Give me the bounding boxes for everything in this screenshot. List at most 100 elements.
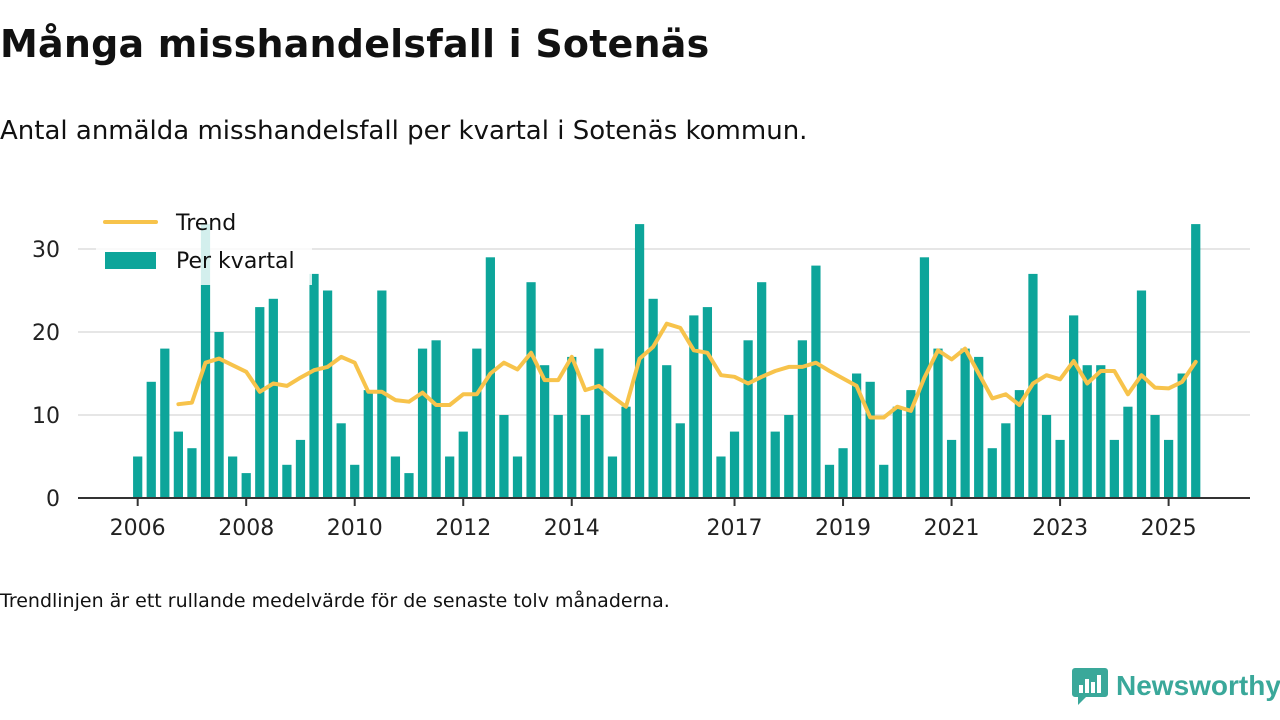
x-tick-label: 2006 [110, 516, 166, 541]
bar [770, 431, 780, 498]
bar [1123, 406, 1133, 498]
legend: Trend Per kvartal [96, 203, 312, 285]
x-tick-label: 2008 [218, 516, 274, 541]
legend-bar-swatch [105, 252, 156, 269]
bar [309, 273, 319, 498]
bar [350, 464, 360, 498]
bar [377, 290, 387, 498]
chart-title: Många misshandelsfall i Sotenäs [0, 22, 710, 66]
y-tick-label: 30 [32, 238, 60, 263]
bar [322, 290, 333, 498]
trend-line [176, 321, 1198, 420]
y-tick-label: 20 [32, 321, 60, 346]
legend-background [96, 203, 312, 285]
bar [553, 415, 563, 498]
bar [1163, 439, 1174, 498]
x-tick-label: 2023 [1032, 516, 1088, 541]
bar [1055, 439, 1065, 498]
bar [946, 439, 957, 498]
bar [729, 431, 740, 498]
bar [567, 356, 577, 498]
bar [485, 257, 495, 498]
bar [675, 423, 685, 498]
bar [892, 406, 902, 498]
bar [1041, 415, 1052, 498]
x-tick-label: 2021 [924, 516, 980, 541]
x-tick-label: 2017 [707, 516, 763, 541]
bar [1082, 365, 1092, 498]
bar [716, 456, 726, 498]
bar [879, 464, 889, 498]
bar [445, 456, 455, 498]
y-tick-label: 10 [32, 404, 60, 429]
bar [797, 340, 807, 498]
x-axis: 2006 2008 2010 2012 2014 2017 2019 2021 2023 2025 [78, 497, 1250, 541]
bar [336, 423, 346, 498]
bar [824, 464, 835, 498]
x-tick-label: 2010 [327, 516, 383, 541]
bar [594, 348, 604, 498]
newsworthy-icon [1072, 668, 1108, 705]
bar [241, 473, 251, 498]
bar [268, 298, 278, 498]
x-tick-label: 2025 [1141, 516, 1197, 541]
bar [472, 348, 482, 498]
bar [1177, 373, 1187, 498]
x-tick-label: 2019 [815, 516, 871, 541]
bar [363, 390, 373, 498]
bar [1014, 390, 1025, 498]
bar [1109, 439, 1119, 498]
bar-series [133, 224, 1201, 498]
bar [431, 340, 441, 498]
bar [133, 456, 143, 498]
bar [811, 265, 821, 498]
brand-name: Newsworthy [1116, 670, 1280, 701]
bar [987, 448, 997, 498]
bar [662, 365, 672, 498]
bar [933, 348, 943, 498]
bar [865, 381, 875, 498]
x-tick-label: 2012 [435, 516, 491, 541]
bar [689, 315, 699, 498]
bar [526, 282, 536, 498]
bar [648, 298, 658, 498]
bar [1096, 365, 1106, 498]
legend-bar-label: Per kvartal [176, 249, 295, 274]
bar [417, 348, 428, 498]
bar [255, 307, 265, 498]
newsworthy-logo: Newsworthy [1072, 666, 1280, 706]
bar [404, 473, 414, 498]
bar [214, 332, 224, 498]
bar [187, 448, 197, 498]
bar [906, 390, 916, 498]
bar [160, 348, 170, 498]
bar [1069, 315, 1079, 498]
bar [228, 456, 238, 498]
legend-trend-label: Trend [175, 211, 236, 236]
bar [1136, 290, 1147, 498]
bar [1150, 415, 1160, 498]
bar [1001, 423, 1011, 498]
bar [295, 439, 306, 498]
bar [607, 456, 618, 498]
y-axis-labels: 0 10 20 30 [32, 238, 60, 512]
bar [838, 448, 848, 498]
bar [458, 431, 468, 498]
bar [499, 415, 509, 498]
chart-area: 0 10 20 30 2006 2008 2010 2012 2014 2017 2019 2021… [32, 203, 1250, 541]
bar [540, 365, 550, 498]
chart-subtitle: Antal anmälda misshandelsfall per kvarta… [0, 116, 808, 146]
bar [757, 282, 767, 498]
bar [974, 356, 984, 498]
bar [621, 406, 631, 498]
bar [146, 381, 156, 498]
bar [580, 415, 590, 498]
bar [512, 456, 523, 498]
bar [960, 348, 970, 498]
bar [852, 373, 862, 498]
bar [784, 415, 794, 498]
chart-footnote: Trendlinjen är ett rullande medelvärde f… [0, 590, 670, 612]
bar [390, 456, 401, 498]
bar [173, 431, 183, 498]
x-tick-label: 2014 [544, 516, 600, 541]
